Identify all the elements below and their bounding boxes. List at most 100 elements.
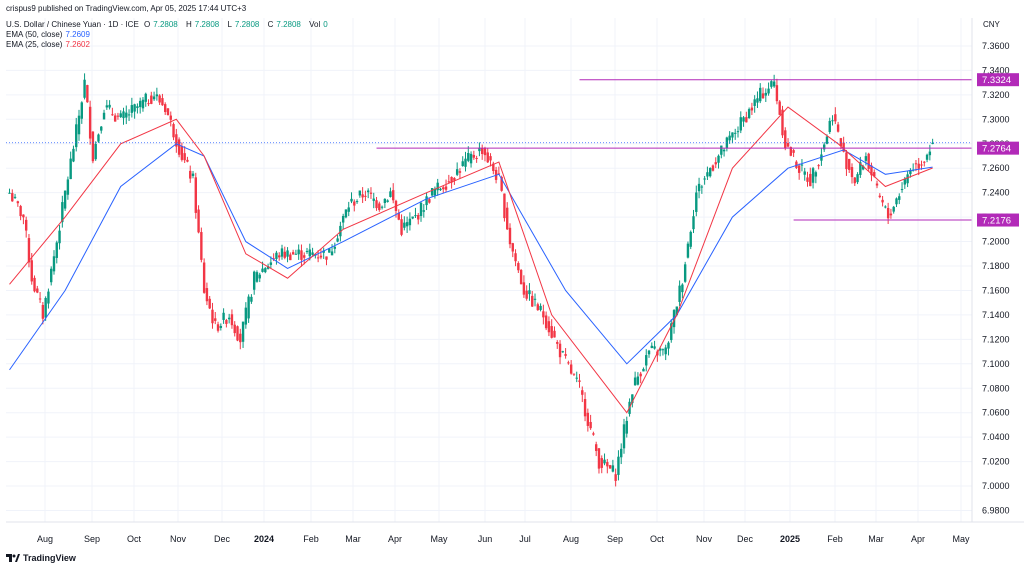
candle-body [900, 189, 904, 191]
candle-body [500, 176, 503, 191]
candle-body [583, 399, 587, 417]
candle-body [903, 179, 907, 185]
candle-body [480, 148, 484, 155]
candle-body [353, 201, 356, 206]
candle-body [750, 107, 754, 111]
candle-body [881, 199, 884, 203]
candle-body [569, 364, 573, 374]
close-value: C 7.2808 [267, 20, 301, 29]
candle-body [341, 216, 345, 223]
candle-body [33, 277, 36, 292]
candle-body [108, 104, 111, 108]
candle-body [141, 99, 145, 109]
candle-body [241, 321, 245, 342]
level-label: 7.2764 [982, 144, 1011, 155]
y-tick-label: 7.0200 [982, 457, 1010, 467]
candle-body [200, 232, 203, 260]
candle-body [319, 255, 323, 258]
candle-body [786, 142, 790, 147]
candle-body [316, 257, 320, 259]
candle-body [366, 190, 370, 193]
candle-body [692, 216, 695, 230]
ema25-legend[interactable]: EMA (25, close) 7.2602 [6, 40, 90, 49]
candle-body [803, 171, 806, 175]
candle-body [303, 255, 306, 258]
candle-body [683, 264, 687, 282]
y-tick-label: 7.2000 [982, 237, 1010, 247]
candle-body [522, 282, 526, 295]
candle-body [428, 199, 431, 203]
candle-body [870, 165, 873, 176]
candle-body [63, 190, 67, 209]
high-value: H 7.2808 [185, 20, 220, 29]
candle-body [347, 207, 350, 212]
x-tick-label: Mar [868, 534, 884, 544]
candle-body [759, 87, 762, 102]
candle-body [675, 306, 679, 316]
candle-body [822, 144, 826, 150]
candle-body [61, 202, 64, 223]
candle-body [600, 458, 603, 468]
level-label-bg [977, 73, 1019, 87]
candle-body [739, 117, 742, 131]
candle-body [920, 164, 923, 166]
candle-body [80, 102, 83, 119]
candle-body [533, 298, 537, 300]
candle-body [483, 148, 487, 156]
candle-body [11, 193, 14, 202]
candle-body [355, 201, 359, 203]
candle-body [66, 179, 70, 195]
candle-body [300, 250, 303, 260]
candle-body [611, 465, 615, 472]
candle-body [175, 134, 178, 147]
candle-body [239, 333, 242, 343]
candle-body [283, 251, 286, 258]
candle-body [383, 198, 387, 203]
candle-body [236, 326, 239, 341]
candle-body [222, 312, 225, 320]
x-tick-label: Mar [345, 534, 361, 544]
candle-body [492, 163, 495, 171]
ema25-line [9, 106, 933, 414]
candle-body [867, 153, 870, 169]
candle-body [261, 268, 264, 272]
candle-body [230, 314, 234, 326]
candle-body [183, 153, 186, 161]
candle-body [761, 93, 765, 99]
candle-body [88, 106, 92, 139]
candle-body [336, 238, 339, 242]
y-tick-label: 7.2400 [982, 188, 1010, 198]
candle-body [884, 206, 887, 208]
candle-body [69, 158, 72, 180]
candle-body [133, 104, 136, 112]
candle-body [478, 147, 481, 152]
x-tick-label: Sep [84, 534, 100, 544]
candle-body [556, 342, 559, 344]
ema50-legend[interactable]: EMA (50, close) 7.2609 [6, 30, 90, 39]
candle-body [102, 112, 106, 120]
candle-body [772, 81, 776, 87]
candle-body [186, 159, 189, 162]
currency-label: CNY [983, 20, 1000, 29]
candle-body [514, 253, 517, 262]
candle-body [469, 153, 473, 164]
candle-body [266, 266, 270, 269]
candle-body [328, 248, 331, 253]
candle-body [586, 412, 590, 426]
candle-body [658, 348, 662, 351]
candle-body [378, 203, 381, 211]
volume-value: Vol 0 [309, 20, 328, 29]
candle-body [706, 172, 709, 177]
y-tick-label: 6.9800 [982, 506, 1010, 516]
tradingview-branding[interactable]: TradingView [6, 553, 76, 563]
candle-body [578, 380, 581, 382]
candle-body [411, 216, 414, 219]
y-tick-label: 7.2600 [982, 163, 1010, 173]
level-label: 7.3324 [982, 75, 1011, 86]
symbol-title[interactable]: U.S. Dollar / Chinese Yuan · 1D · ICE [6, 20, 139, 29]
candle-body [41, 304, 45, 319]
candle-body [914, 163, 918, 165]
candle-body [778, 101, 781, 115]
